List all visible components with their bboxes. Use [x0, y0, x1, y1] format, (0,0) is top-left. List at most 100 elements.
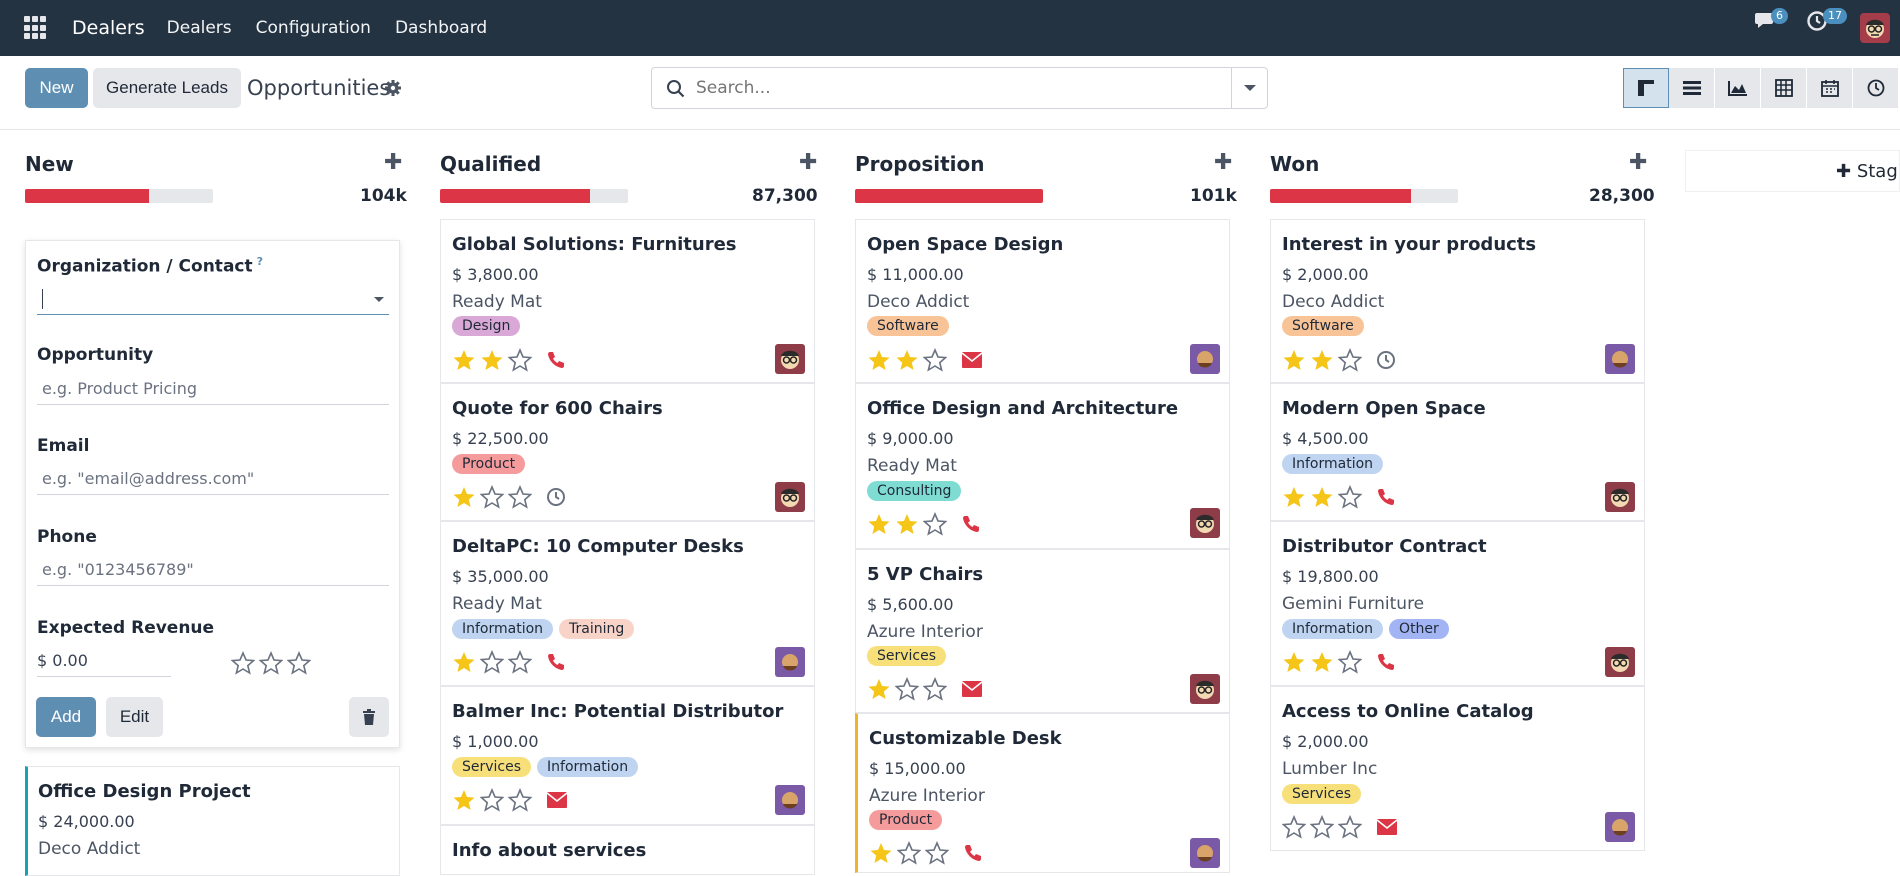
- opportunity-card[interactable]: Distributor Contract $ 19,800.00 Gemini …: [1270, 521, 1645, 686]
- opportunity-card[interactable]: Info about services: [440, 825, 815, 875]
- phone-field[interactable]: e.g. "0123456789": [37, 554, 389, 586]
- star-empty-icon[interactable]: [508, 485, 532, 509]
- star-filled-icon[interactable]: [895, 348, 919, 372]
- envelope-icon[interactable]: [546, 791, 568, 809]
- delete-button[interactable]: [349, 697, 389, 737]
- help-tooltip[interactable]: ?: [256, 255, 264, 268]
- menu-dashboard[interactable]: Dashboard: [394, 18, 488, 38]
- star-empty-icon[interactable]: [287, 651, 311, 675]
- avatar[interactable]: [1190, 838, 1220, 868]
- messages-button[interactable]: 6: [1754, 8, 1788, 32]
- star-filled-icon[interactable]: [452, 348, 476, 372]
- opportunity-card[interactable]: Office Design Project $ 24,000.00 Deco A…: [25, 766, 400, 876]
- priority-stars[interactable]: [867, 348, 983, 372]
- phone-icon[interactable]: [1376, 652, 1396, 672]
- opportunity-card[interactable]: Interest in your products $ 2,000.00 Dec…: [1270, 219, 1645, 383]
- priority-stars[interactable]: [1282, 485, 1396, 509]
- calendar-view-button[interactable]: [1807, 68, 1853, 108]
- priority-stars[interactable]: [231, 651, 311, 675]
- priority-stars[interactable]: [452, 348, 566, 372]
- column-progress-bar[interactable]: [1270, 189, 1458, 203]
- priority-stars[interactable]: [867, 512, 981, 536]
- avatar[interactable]: [1190, 674, 1220, 704]
- email-field[interactable]: e.g. "email@address.com": [37, 463, 389, 495]
- column-progress-bar[interactable]: [440, 189, 628, 203]
- star-empty-icon[interactable]: [1338, 348, 1362, 372]
- list-view-button[interactable]: [1669, 68, 1715, 108]
- star-empty-icon[interactable]: [895, 677, 919, 701]
- app-grid-icon[interactable]: [24, 16, 48, 40]
- star-empty-icon[interactable]: [259, 651, 283, 675]
- priority-stars[interactable]: [869, 841, 983, 865]
- phone-icon[interactable]: [961, 514, 981, 534]
- star-empty-icon[interactable]: [1338, 815, 1362, 839]
- opportunity-card[interactable]: Office Design and Architecture $ 9,000.0…: [855, 383, 1230, 549]
- clock-icon[interactable]: [546, 487, 566, 507]
- phone-icon[interactable]: [546, 350, 566, 370]
- opportunity-card[interactable]: Access to Online Catalog $ 2,000.00 Lumb…: [1270, 686, 1645, 851]
- priority-stars[interactable]: [452, 650, 566, 674]
- star-empty-icon[interactable]: [480, 650, 504, 674]
- opportunity-card[interactable]: Balmer Inc: Potential Distributor $ 1,00…: [440, 686, 815, 825]
- column-progress-bar[interactable]: [25, 189, 213, 203]
- avatar[interactable]: [1190, 344, 1220, 374]
- avatar[interactable]: [1605, 812, 1635, 842]
- avatar[interactable]: [775, 647, 805, 677]
- star-filled-icon[interactable]: [867, 348, 891, 372]
- star-filled-icon[interactable]: [452, 650, 476, 674]
- star-empty-icon[interactable]: [1310, 815, 1334, 839]
- phone-icon[interactable]: [546, 652, 566, 672]
- star-filled-icon[interactable]: [867, 677, 891, 701]
- plus-icon[interactable]: ✚: [1629, 150, 1648, 175]
- add-button[interactable]: Add: [36, 697, 96, 737]
- opportunity-card[interactable]: Customizable Desk $ 15,000.00 Azure Inte…: [855, 713, 1230, 873]
- graph-view-button[interactable]: [1715, 68, 1761, 108]
- star-empty-icon[interactable]: [480, 485, 504, 509]
- menu-configuration[interactable]: Configuration: [255, 18, 371, 38]
- search-input[interactable]: [696, 76, 1216, 100]
- opportunity-card[interactable]: Modern Open Space $ 4,500.00 Information: [1270, 383, 1645, 521]
- star-empty-icon[interactable]: [923, 512, 947, 536]
- search-bar[interactable]: [651, 67, 1268, 109]
- avatar[interactable]: [775, 785, 805, 815]
- pivot-view-button[interactable]: [1761, 68, 1807, 108]
- phone-icon[interactable]: [963, 843, 983, 863]
- priority-stars[interactable]: [867, 677, 983, 701]
- star-filled-icon[interactable]: [1310, 485, 1334, 509]
- user-avatar[interactable]: [1860, 13, 1890, 43]
- star-filled-icon[interactable]: [867, 512, 891, 536]
- opportunity-card[interactable]: DeltaPC: 10 Computer Desks $ 35,000.00 R…: [440, 521, 815, 686]
- add-stage-button[interactable]: ✚ Stag: [1685, 150, 1900, 192]
- gear-icon[interactable]: [384, 79, 402, 101]
- star-empty-icon[interactable]: [480, 788, 504, 812]
- priority-stars[interactable]: [1282, 815, 1398, 839]
- star-filled-icon[interactable]: [480, 348, 504, 372]
- star-empty-icon[interactable]: [231, 651, 255, 675]
- activity-view-button[interactable]: [1853, 68, 1899, 108]
- opportunity-input[interactable]: e.g. Product Pricing: [37, 373, 389, 405]
- priority-stars[interactable]: [1282, 348, 1396, 372]
- star-empty-icon[interactable]: [925, 841, 949, 865]
- priority-stars[interactable]: [1282, 650, 1396, 674]
- star-filled-icon[interactable]: [1310, 348, 1334, 372]
- caret-down-icon[interactable]: [373, 296, 385, 303]
- star-empty-icon[interactable]: [508, 348, 532, 372]
- star-empty-icon[interactable]: [508, 650, 532, 674]
- priority-stars[interactable]: [452, 485, 566, 509]
- opportunity-card[interactable]: Open Space Design $ 11,000.00 Deco Addic…: [855, 219, 1230, 383]
- envelope-icon[interactable]: [961, 351, 983, 369]
- opportunity-card[interactable]: Quote for 600 Chairs $ 22,500.00 Product: [440, 383, 815, 521]
- star-empty-icon[interactable]: [1282, 815, 1306, 839]
- plus-icon[interactable]: ✚: [799, 150, 818, 175]
- kanban-view-button[interactable]: [1623, 68, 1669, 108]
- star-filled-icon[interactable]: [895, 512, 919, 536]
- star-filled-icon[interactable]: [1282, 650, 1306, 674]
- opportunity-card[interactable]: 5 VP Chairs $ 5,600.00 Azure Interior Se…: [855, 549, 1230, 713]
- opportunity-card[interactable]: Global Solutions: Furnitures $ 3,800.00 …: [440, 219, 815, 383]
- star-empty-icon[interactable]: [508, 788, 532, 812]
- generate-leads-button[interactable]: Generate Leads: [93, 68, 241, 108]
- star-filled-icon[interactable]: [452, 485, 476, 509]
- star-filled-icon[interactable]: [1310, 650, 1334, 674]
- app-name[interactable]: Dealers: [72, 17, 145, 39]
- envelope-icon[interactable]: [961, 680, 983, 698]
